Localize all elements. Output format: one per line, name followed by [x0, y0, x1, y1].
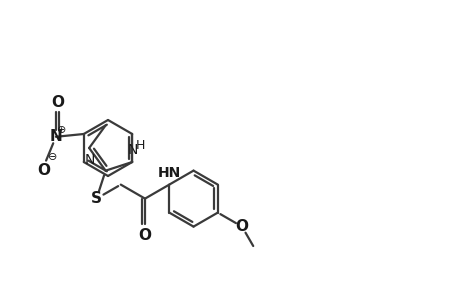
Text: ⊖: ⊖ [48, 152, 58, 162]
Text: O: O [235, 219, 248, 234]
Text: ⊕: ⊕ [57, 125, 67, 135]
Text: O: O [51, 94, 64, 110]
Text: N: N [50, 129, 62, 144]
Text: H: H [135, 139, 145, 152]
Text: HN: HN [157, 166, 180, 180]
Text: O: O [38, 163, 50, 178]
Text: N: N [128, 143, 138, 157]
Text: S: S [91, 191, 102, 206]
Text: N: N [85, 153, 95, 167]
Text: O: O [138, 228, 151, 243]
